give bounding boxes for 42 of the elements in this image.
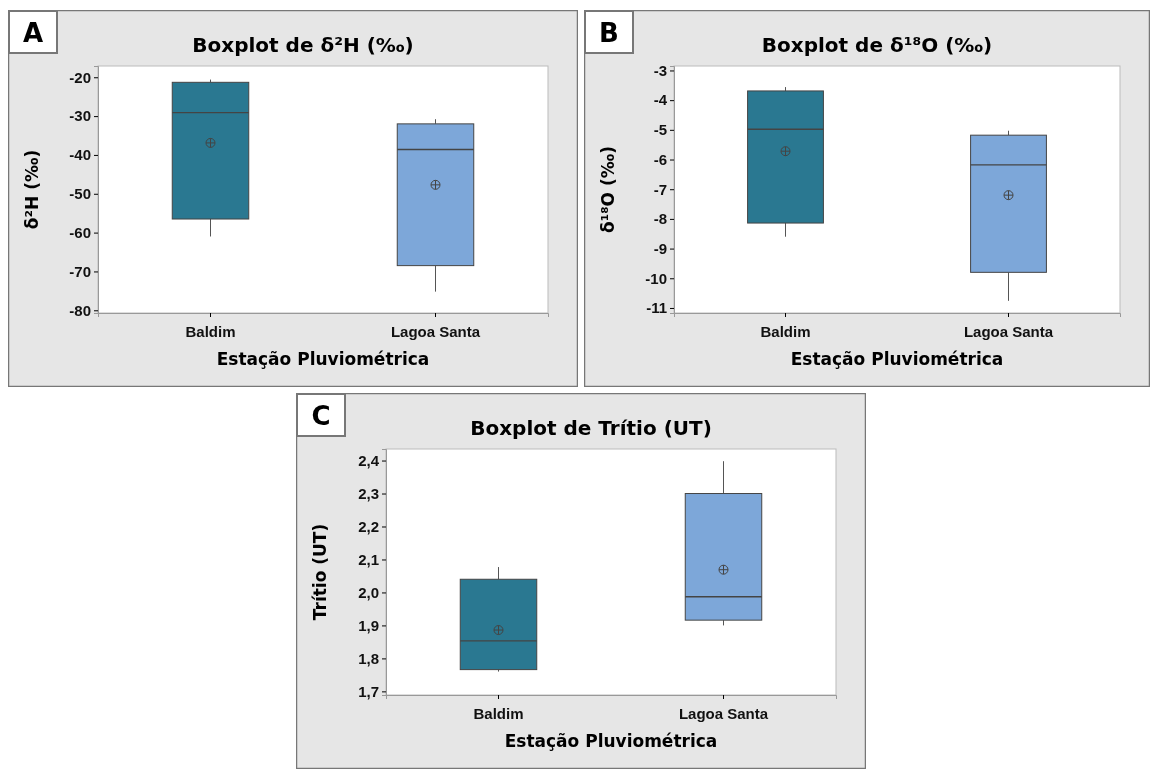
chart-title: Boxplot de δ¹⁸O (‰) xyxy=(761,33,993,57)
text: B xyxy=(599,18,619,48)
y-tick-label: -80 xyxy=(69,301,91,319)
x-axis-title: Estação Pluviométrica xyxy=(216,349,430,369)
y-tick-label: -9 xyxy=(653,239,667,257)
text: A xyxy=(22,18,44,48)
x-tick-label: Baldim xyxy=(473,704,524,722)
y-tick-label: 1,7 xyxy=(358,682,379,700)
y-tick-label: -11 xyxy=(646,299,667,317)
y-tick-label: -4 xyxy=(653,91,668,109)
y-tick-label: -8 xyxy=(653,210,667,228)
y-tick-label: -30 xyxy=(69,107,91,125)
y-axis-title: δ²H (‰) xyxy=(22,149,42,230)
y-tick-label: -20 xyxy=(69,68,91,86)
chart-title: Boxplot de δ²H (‰) xyxy=(192,33,414,57)
y-tick-label: -10 xyxy=(645,269,667,287)
text: C xyxy=(311,401,331,431)
x-axis-title: Estação Pluviométrica xyxy=(790,349,1004,369)
x-tick-label: Baldim xyxy=(760,322,811,340)
y-tick-label: -60 xyxy=(69,223,91,241)
y-tick-label: -5 xyxy=(653,121,667,139)
x-tick-label: Lagoa Santa xyxy=(390,322,481,340)
y-tick-label: -3 xyxy=(653,61,667,79)
y-tick-label: -70 xyxy=(69,262,91,280)
y-tick-label: 1,9 xyxy=(358,616,379,634)
x-tick-label: Baldim xyxy=(185,322,236,340)
y-tick-label: -50 xyxy=(69,185,91,203)
y-tick-label: -40 xyxy=(69,146,91,164)
y-tick-label: -7 xyxy=(653,180,667,198)
y-axis-title: δ¹⁸O (‰) xyxy=(598,146,618,233)
y-tick-label: 2,2 xyxy=(358,517,379,535)
y-tick-label: 2,0 xyxy=(358,583,379,601)
y-tick-label: 1,8 xyxy=(358,649,379,667)
chart-title: Boxplot de Trítio (UT) xyxy=(470,416,712,440)
x-axis-title: Estação Pluviométrica xyxy=(504,731,718,751)
y-tick-label: 2,4 xyxy=(358,451,380,469)
x-tick-label: Lagoa Santa xyxy=(678,704,769,722)
y-axis-title: Trítio (UT) xyxy=(310,523,330,621)
x-tick-label: Lagoa Santa xyxy=(963,322,1054,340)
y-tick-label: -6 xyxy=(653,150,667,168)
y-tick-label: 2,3 xyxy=(358,484,379,502)
y-tick-label: 2,1 xyxy=(358,550,379,568)
